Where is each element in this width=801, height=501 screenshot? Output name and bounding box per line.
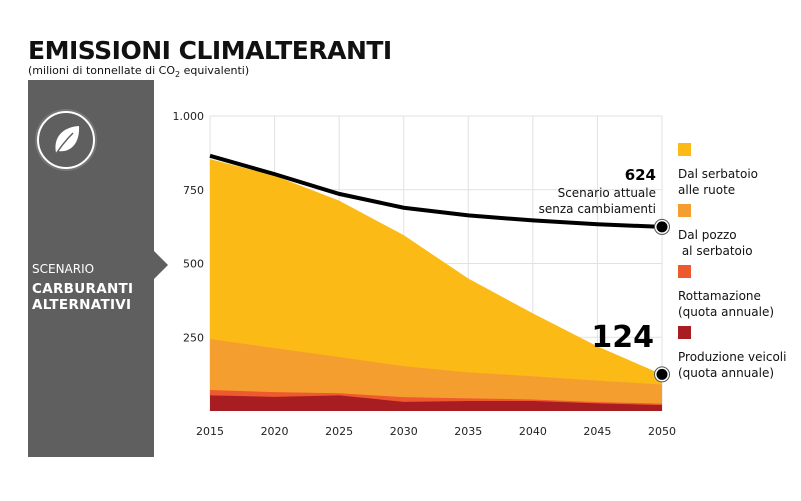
scenario-name-line2: ALTERNATIVI: [32, 297, 132, 313]
x-tick-label: 2035: [454, 425, 482, 438]
legend-label: Dal pozzo al serbatoio: [678, 228, 753, 258]
subtitle-subscript: 2: [175, 70, 181, 80]
baseline-endpoint: [656, 221, 668, 233]
subtitle-text: (milioni di tonnellate di CO: [28, 64, 176, 77]
total-endpoint: [656, 368, 668, 380]
legend-item: Rottamazione (quota annuale): [678, 265, 774, 320]
leaf-icon: [37, 111, 95, 169]
y-tick-label: 1.000: [173, 110, 205, 123]
scenario-arrow: [154, 251, 168, 279]
chart-title: EMISSIONI CLIMALTERANTI: [28, 36, 392, 65]
x-tick-label: 2040: [519, 425, 547, 438]
y-tick-label: 750: [183, 184, 204, 197]
area-dal-serbatoio: [210, 159, 662, 411]
area-produzione-veicoli: [210, 395, 662, 411]
scenario-name-line1: CARBURANTI: [32, 281, 134, 297]
y-tick-label: 500: [183, 258, 204, 271]
baseline-line: [209, 153, 663, 229]
scenario-label: SCENARIO: [32, 262, 95, 276]
x-tick-label: 2050: [648, 425, 676, 438]
x-tick-label: 2015: [196, 425, 224, 438]
legend-label: Rottamazione (quota annuale): [678, 289, 775, 319]
subtitle-text-end: equivalenti): [180, 64, 250, 77]
x-tick-label: 2030: [390, 425, 418, 438]
legend-item: Produzione veicoli (quota annuale): [678, 326, 786, 381]
baseline-label-line1: Scenario attuale: [558, 186, 656, 200]
x-tick-label: 2045: [583, 425, 611, 438]
scenario-name: CARBURANTI ALTERNATIVI: [32, 281, 133, 313]
legend-swatch: [678, 265, 691, 278]
baseline-label-line2: senza cambiamenti: [539, 202, 656, 216]
legend-swatch: [678, 326, 691, 339]
legend-label: Dal serbatoio alle ruote: [678, 167, 759, 197]
legend-label: Produzione veicoli (quota annuale): [678, 350, 787, 380]
total-value-label: 124: [591, 320, 654, 355]
legend-swatch: [678, 204, 691, 217]
x-tick-label: 2025: [325, 425, 353, 438]
chart-subtitle: (milioni di tonnellate di CO2 equivalent…: [28, 64, 249, 79]
legend-item: Dal serbatoio alle ruote: [678, 143, 758, 198]
y-tick-label: 250: [183, 331, 204, 344]
legend-item: Dal pozzo al serbatoio: [678, 204, 753, 259]
baseline-value-label: 624: [625, 166, 656, 184]
x-tick-label: 2020: [261, 425, 289, 438]
legend-swatch: [678, 143, 691, 156]
